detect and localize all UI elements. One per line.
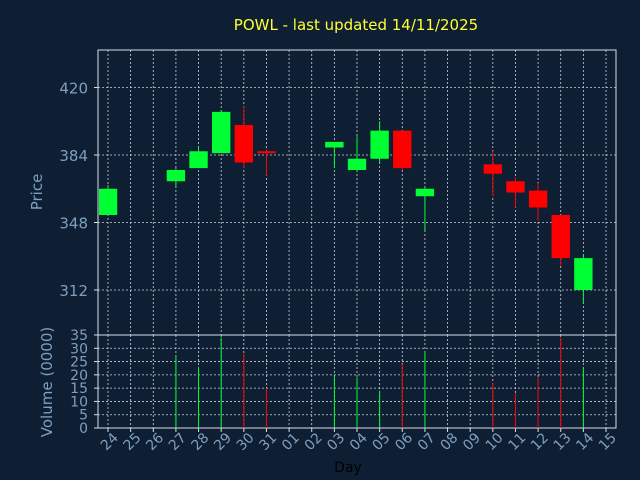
- candle-body: [506, 181, 525, 193]
- x-tick-label: 28: [188, 430, 212, 454]
- candle-body: [393, 130, 412, 169]
- volume-axis-label: Volume (0000): [38, 327, 56, 437]
- candle-body: [415, 188, 435, 197]
- volume-tick-label: 20: [70, 368, 88, 384]
- x-axis: 2425262728293031010203040506070809101112…: [98, 428, 620, 454]
- x-tick-label: 30: [234, 430, 258, 454]
- x-tick-label: 14: [573, 430, 597, 454]
- candle-body: [257, 151, 276, 154]
- x-tick-label: 01: [279, 430, 303, 454]
- x-tick-label: 31: [256, 430, 280, 454]
- price-tick-label: 384: [59, 147, 88, 165]
- x-tick-label: 10: [483, 430, 507, 454]
- x-axis-label: Day: [334, 460, 362, 476]
- x-tick-label: 12: [528, 430, 552, 454]
- candle-body: [370, 130, 389, 159]
- candle-body: [234, 125, 254, 163]
- volume-tick-label: 30: [70, 341, 88, 357]
- price-tick-label: 420: [59, 80, 88, 98]
- x-tick-label: 09: [460, 430, 484, 454]
- volume-tick-label: 35: [70, 328, 88, 344]
- volume-tick-label: 25: [70, 355, 88, 371]
- chart-title: POWL - last updated 14/11/2025: [234, 16, 478, 34]
- volume-tick-label: 0: [79, 421, 88, 437]
- x-tick-label: 02: [302, 430, 326, 454]
- candle-body: [189, 151, 208, 169]
- x-tick-label: 07: [415, 430, 439, 454]
- x-tick-label: 15: [596, 430, 620, 454]
- price-tick-label: 348: [59, 215, 88, 233]
- x-tick-label: 29: [211, 430, 235, 454]
- x-tick-label: 11: [505, 430, 529, 454]
- volume-tick-label: 5: [79, 408, 88, 424]
- x-tick-label: 03: [324, 430, 348, 454]
- price-tick-label: 312: [59, 282, 88, 300]
- volume-tick-label: 15: [70, 381, 88, 397]
- x-tick-label: 04: [347, 430, 371, 454]
- candle-body: [347, 158, 367, 170]
- volume-tick-label: 10: [70, 394, 88, 410]
- x-tick-label: 25: [121, 430, 145, 454]
- x-tick-label: 08: [437, 430, 461, 454]
- candle-body: [325, 141, 344, 148]
- x-tick-label: 26: [143, 430, 167, 454]
- price-axis-label: Price: [28, 174, 46, 211]
- candle-body: [551, 215, 570, 259]
- x-tick-label: 24: [98, 430, 122, 454]
- x-tick-label: 06: [392, 430, 416, 454]
- x-tick-label: 05: [370, 430, 394, 454]
- candle-body: [528, 190, 548, 208]
- x-tick-label: 27: [166, 430, 190, 454]
- candle-body: [99, 188, 118, 215]
- candle-body: [211, 111, 231, 154]
- candle-body: [166, 170, 186, 182]
- x-tick-label: 13: [551, 430, 575, 454]
- candle-body: [483, 164, 503, 174]
- candle-body: [574, 258, 593, 290]
- price-panel: 312 348 384 420: [59, 49, 617, 336]
